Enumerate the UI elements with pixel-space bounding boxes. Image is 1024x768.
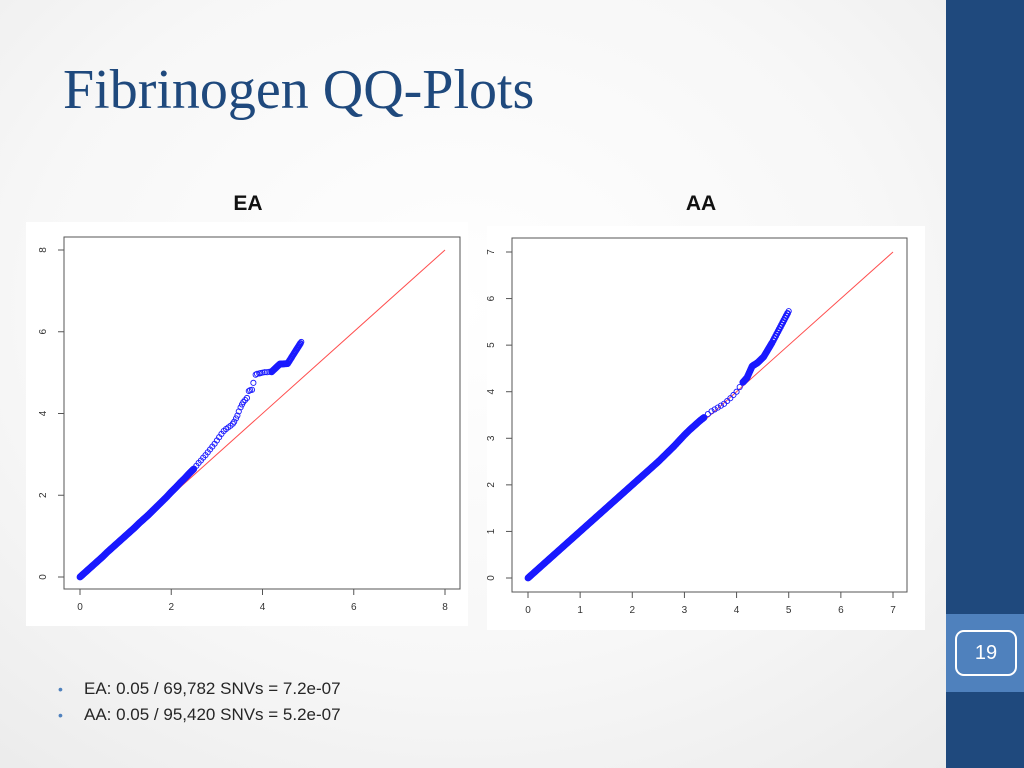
ea-data-point	[234, 412, 241, 419]
ea-x-tick-label: 0	[77, 602, 83, 613]
aa-x-tick-label: 5	[786, 605, 792, 616]
aa-data-point	[708, 408, 715, 415]
aa-data-point	[724, 397, 731, 405]
ea-y-tick-label: 6	[38, 329, 49, 335]
aa-y-tick-label: 1	[487, 528, 497, 534]
ea-data-point	[259, 369, 266, 376]
aa-data-point	[711, 406, 718, 413]
bullet-item: • AA: 0.05 / 95,420 SNVs = 5.2e-07	[58, 702, 341, 728]
ea-data-point	[248, 386, 256, 393]
aa-x-tick-label: 2	[630, 605, 636, 616]
slide-title: Fibrinogen QQ-Plots	[63, 59, 535, 121]
ea-y-tick-label: 0	[38, 574, 49, 580]
aa-x-tick-label: 7	[890, 605, 896, 616]
ea-data-point	[296, 340, 304, 347]
aa-y-tick-label: 6	[487, 295, 497, 301]
aa-y-tick-label: 5	[487, 342, 497, 348]
aa-data-point	[717, 402, 724, 409]
qq-plot-aa-svg: 0 1 2 3 4 5 6 7 0 1 2 3 4 5 6 7	[487, 237, 908, 616]
aa-y-tick-label: 0	[487, 575, 497, 581]
aa-y-tick-label: 3	[487, 435, 497, 441]
ea-y-tick-label: 4	[38, 410, 49, 416]
plot-title-ea: EA	[233, 192, 263, 215]
bullet-list: • EA: 0.05 / 69,782 SNVs = 7.2e-07 • AA: 0…	[58, 676, 341, 728]
ea-data-point	[250, 379, 257, 386]
bullet-text-ea: EA: 0.05 / 69,782 SNVs = 7.2e-07	[84, 679, 341, 698]
aa-y-tick-label: 7	[487, 249, 497, 255]
aa-data-point	[704, 411, 711, 418]
ea-data-point	[240, 399, 247, 406]
ea-x-tick-label: 6	[351, 602, 357, 613]
ea-x-tick-label: 2	[168, 602, 174, 613]
aa-points	[524, 308, 792, 582]
ea-y-tick-label: 2	[38, 492, 49, 498]
aa-x-tick-label: 4	[734, 605, 740, 616]
qq-plot-ea: 0 2 4 6 8 0 2 4 6 8	[26, 222, 468, 626]
ea-data-point	[231, 418, 238, 425]
ea-data-point	[245, 387, 252, 395]
aa-data-point	[714, 404, 721, 411]
aa-data-point	[701, 414, 708, 421]
aa-data-point	[727, 395, 734, 402]
ea-data-point	[253, 370, 261, 377]
aa-x-tick-label: 6	[838, 605, 844, 616]
ea-x-tick-label: 4	[260, 602, 266, 613]
qq-plot-aa: 0 1 2 3 4 5 6 7 0 1 2 3 4 5 6 7	[487, 226, 925, 630]
qq-plot-ea-svg: 0 2 4 6 8 0 2 4 6 8	[38, 236, 461, 613]
ea-data-point	[237, 404, 244, 411]
aa-data-point	[785, 308, 792, 315]
ea-data-point	[261, 369, 268, 376]
bullet-dot-icon: •	[58, 707, 63, 723]
aa-data-point	[736, 384, 743, 391]
ea-data-point	[232, 415, 240, 422]
aa-data-point	[733, 388, 740, 395]
aa-y-tick-label: 4	[487, 388, 497, 394]
aa-x-tick-label: 0	[525, 605, 531, 616]
ea-points	[76, 338, 305, 581]
ea-data-point	[298, 338, 305, 346]
aa-plot-frame	[511, 237, 908, 593]
ea-data-point	[242, 396, 249, 404]
aa-x-tick-label: 3	[682, 605, 688, 616]
bullet-text-aa: AA: 0.05 / 95,420 SNVs = 5.2e-07	[84, 705, 341, 724]
aa-data-point	[730, 391, 737, 399]
ea-x-tick-label: 8	[442, 602, 448, 613]
ea-data-point	[243, 394, 251, 402]
aa-x-tick-label: 1	[577, 605, 583, 616]
bullet-dot-icon: •	[58, 681, 63, 697]
ea-y-tick-label: 8	[38, 247, 49, 253]
page-number-tab	[946, 614, 1024, 692]
page-number: 19	[955, 630, 1017, 676]
bullet-item: • EA: 0.05 / 69,782 SNVs = 7.2e-07	[58, 676, 341, 702]
aa-y-tick-label: 2	[487, 482, 497, 488]
plot-title-aa: AA	[685, 192, 717, 215]
